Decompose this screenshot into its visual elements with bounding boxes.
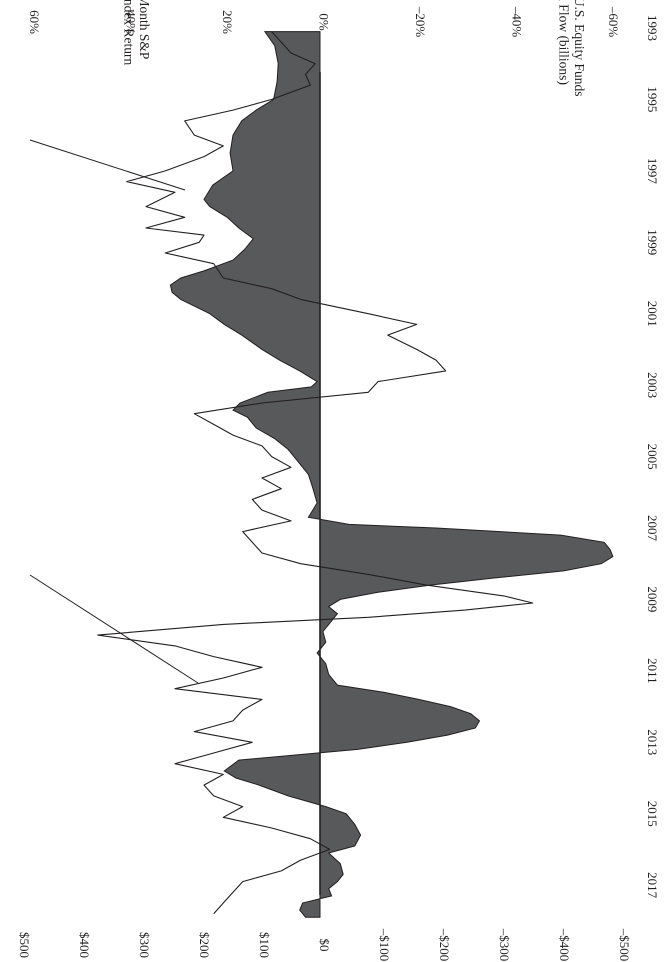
plot-area bbox=[97, 31, 614, 918]
annotation-fund-flow: 12-Month U.S. Equity FundsNet Cash Flow … bbox=[556, 0, 587, 97]
right-axis-tick: 40% bbox=[124, 10, 139, 34]
left-axis-tick: –$200 bbox=[437, 928, 452, 962]
left-axis-tick: $200 bbox=[197, 932, 212, 958]
right-axis-tick: –40% bbox=[510, 6, 525, 38]
year-tick: 2001 bbox=[645, 301, 660, 327]
year-tick: 2009 bbox=[645, 586, 660, 612]
year-tick: 1993 bbox=[645, 15, 660, 41]
series-sp500-line bbox=[97, 31, 534, 915]
year-tick: 2003 bbox=[645, 372, 660, 398]
left-axis-tick: $400 bbox=[77, 932, 92, 958]
left-axis-tick: –$100 bbox=[377, 928, 392, 962]
year-tick: 2005 bbox=[645, 444, 660, 470]
left-axis-tick: –$300 bbox=[497, 928, 512, 962]
right-axis-tick: –20% bbox=[413, 6, 428, 38]
right-axis-tick: 0% bbox=[317, 13, 332, 31]
annotation-leader-line bbox=[29, 574, 199, 684]
right-axis-tick: 20% bbox=[220, 10, 235, 34]
left-axis-tick: $300 bbox=[137, 932, 152, 958]
axes: $500 $400 $300 $200 $100 $0 –$100 –$200 –$300 –$4… bbox=[17, 6, 660, 961]
annotations: 12-Month U.S. Equity FundsNet Cash Flow … bbox=[29, 0, 587, 684]
year-tick: 1995 bbox=[645, 86, 660, 112]
left-axis-tick: –$500 bbox=[617, 928, 632, 962]
year-tick: 1999 bbox=[645, 229, 660, 255]
right-axis-tick: –60% bbox=[606, 6, 621, 38]
annotation-leader-line bbox=[29, 139, 186, 191]
left-axis-tick: $100 bbox=[257, 932, 272, 958]
left-axis-tick: $500 bbox=[17, 932, 32, 958]
year-tick: 1997 bbox=[645, 158, 660, 185]
year-tick: 2015 bbox=[645, 801, 660, 827]
left-axis-tick: $0 bbox=[317, 939, 332, 952]
year-tick: 2011 bbox=[645, 658, 660, 684]
year-tick: 2007 bbox=[645, 515, 660, 542]
year-tick: 2017 bbox=[645, 872, 660, 899]
left-axis-tick: –$400 bbox=[557, 928, 572, 962]
right-axis-tick: 60% bbox=[27, 10, 42, 34]
year-tick: 2013 bbox=[645, 729, 660, 755]
annotation-sp500: 12-Month S&P500 Index Return bbox=[121, 0, 152, 65]
series-fund-flow-area bbox=[169, 31, 614, 918]
